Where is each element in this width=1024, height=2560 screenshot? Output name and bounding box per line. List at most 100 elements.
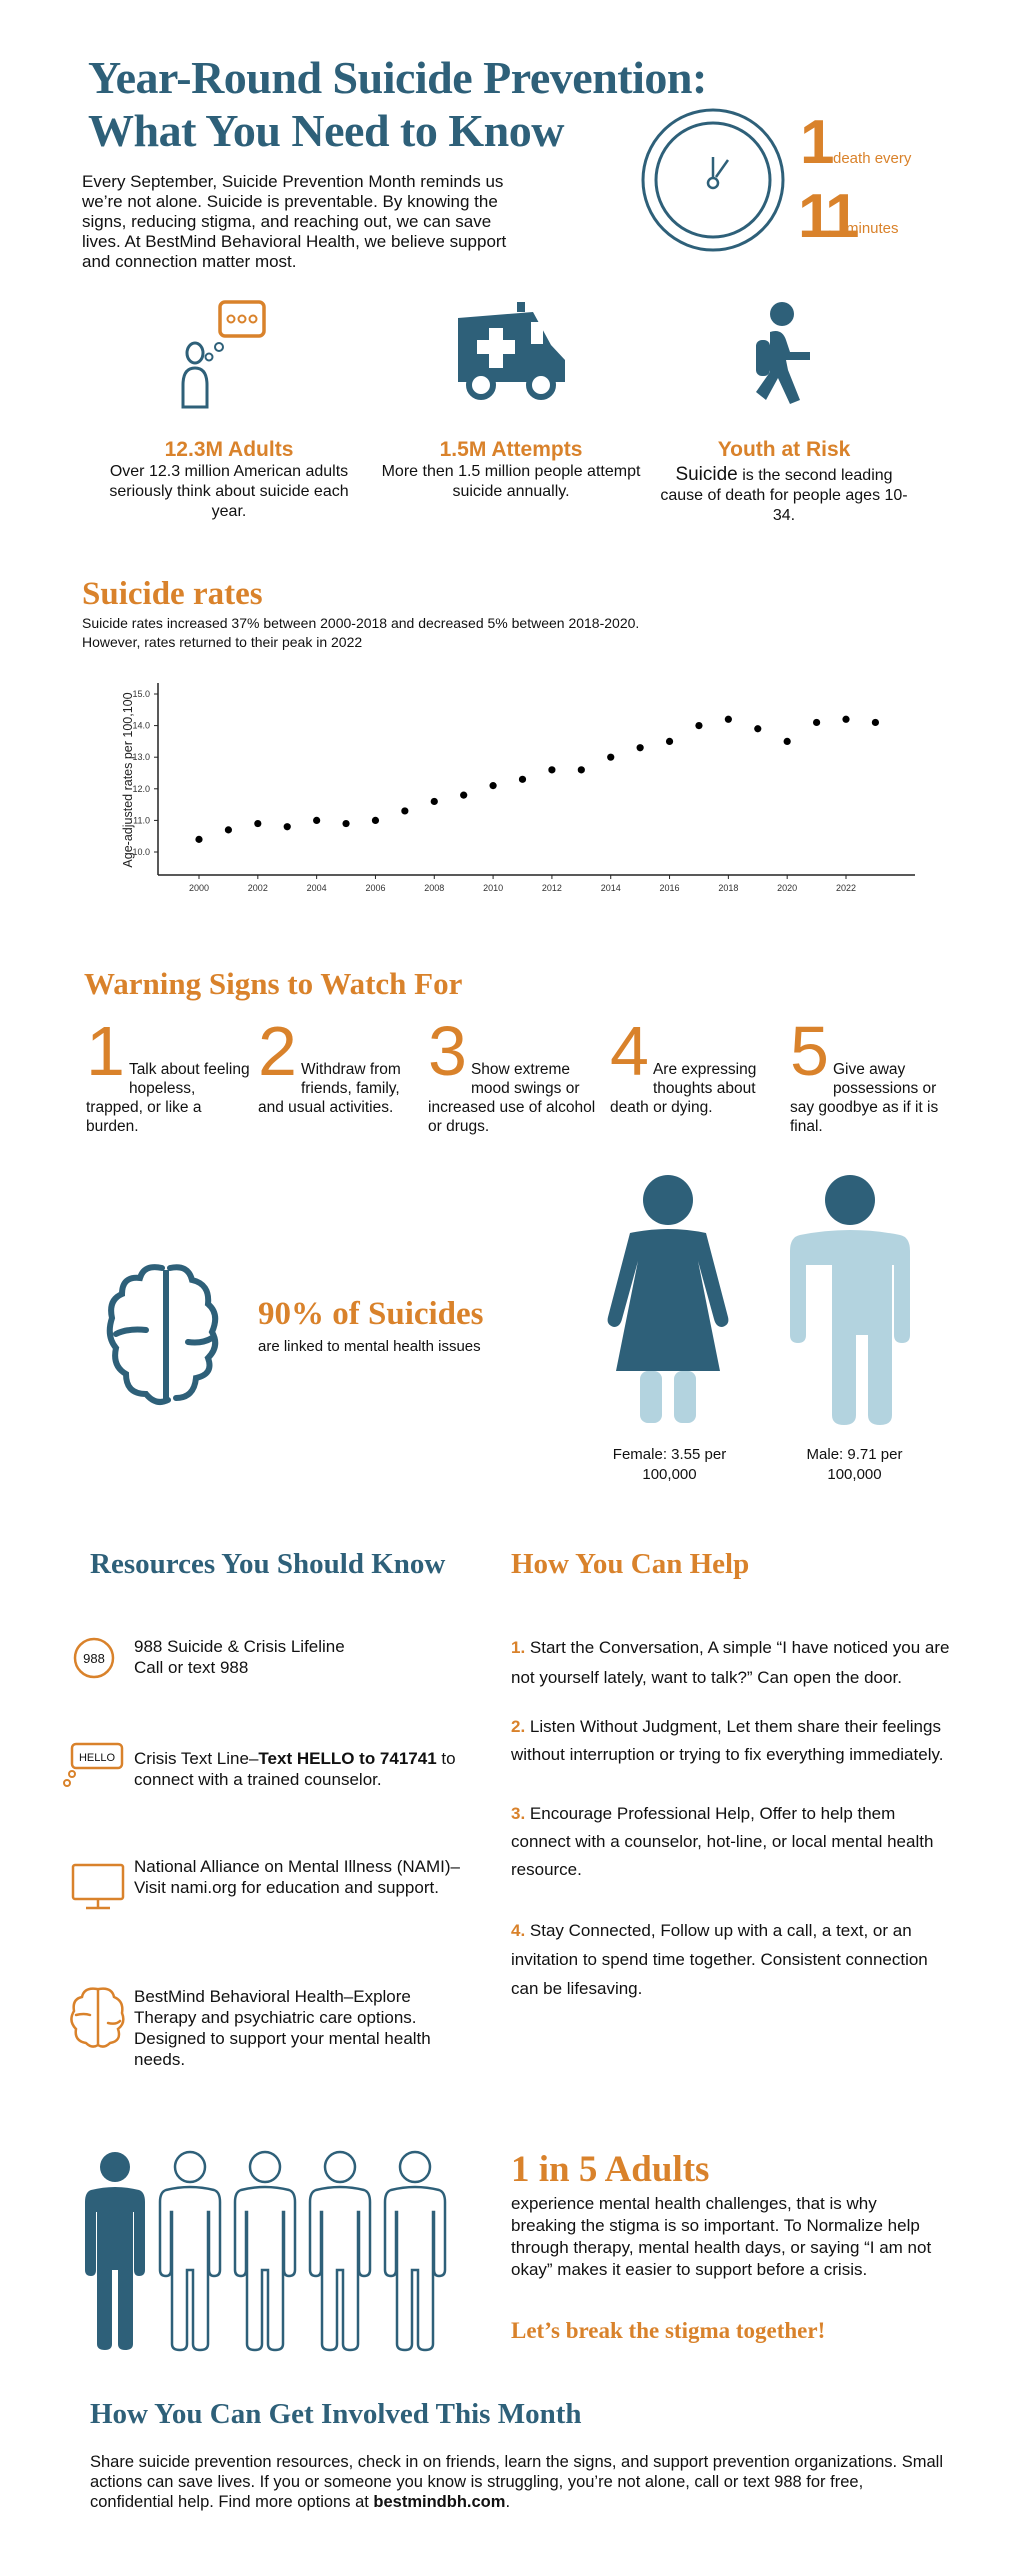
resource-crisis-text-line[interactable]: Crisis Text Line–Text HELLO to 741741 to… bbox=[134, 1748, 474, 1790]
data-point-2005 bbox=[342, 819, 350, 828]
stat-title: 12.3M Adults bbox=[164, 438, 294, 461]
resources-heading: Resources You Should Know bbox=[90, 1548, 446, 1580]
resource-nami[interactable]: National Alliance on Mental Illness (NAM… bbox=[134, 1857, 460, 1897]
y-tick-label: 12.0 bbox=[132, 784, 150, 794]
brain-icon bbox=[106, 1264, 219, 1405]
resource-text: to connect with a trained counselor. bbox=[134, 1749, 456, 1789]
help-item-number: 1. bbox=[511, 1638, 526, 1657]
monitor-icon bbox=[71, 1863, 125, 1910]
resource-988[interactable]: 988 Suicide & Crisis Lifeline Call or te… bbox=[134, 1636, 474, 1678]
help-item: 4. Stay Connected, Follow up with a call… bbox=[511, 1916, 951, 2003]
help-heading: How You Can Help bbox=[511, 1548, 750, 1580]
data-point-2000 bbox=[195, 835, 203, 843]
help-item: 2. Listen Without Judgment, Let them sha… bbox=[511, 1713, 951, 1769]
x-tick-label: 2000 bbox=[189, 883, 209, 893]
ambulance-icon bbox=[458, 302, 565, 400]
x-tick-label: 2018 bbox=[718, 883, 738, 893]
walking-youth-icon bbox=[756, 302, 810, 404]
warning-number: 5 bbox=[790, 1012, 829, 1090]
person-outline-icon bbox=[158, 2150, 222, 2352]
help-item: 3. Encourage Professional Help, Offer to… bbox=[511, 1800, 951, 1884]
help-item-text: Encourage Professional Help, Offer to he… bbox=[511, 1804, 934, 1879]
warning-text: Give away possessions or say goodbye as … bbox=[790, 1061, 939, 1135]
involved-heading: How You Can Get Involved This Month bbox=[90, 2398, 582, 2430]
help-item: 1. Start the Conversation, A simple “I h… bbox=[511, 1633, 951, 1693]
website-link[interactable]: bestmindbh.com bbox=[373, 2493, 506, 2511]
warning-number: 4 bbox=[610, 1012, 649, 1090]
y-tick-label: 13.0 bbox=[132, 752, 150, 762]
data-point-2017 bbox=[695, 722, 703, 730]
stat-text: Suicide is the second leading cause of d… bbox=[654, 465, 914, 526]
x-tick-label: 2008 bbox=[424, 883, 444, 893]
data-point-2007 bbox=[401, 807, 409, 815]
involved-end: . bbox=[505, 2493, 511, 2511]
data-point-2020 bbox=[783, 737, 791, 745]
rates-heading: Suicide rates bbox=[82, 576, 263, 612]
warning-number: 2 bbox=[258, 1012, 297, 1090]
warning-sign-1: 1 Talk about feeling hopeless, trapped, o… bbox=[86, 1012, 256, 1136]
warning-text: Withdraw from friends, family, and usual… bbox=[258, 1061, 401, 1116]
warning-text: Are expressing thoughts about death or d… bbox=[610, 1061, 757, 1116]
data-point-2022 bbox=[842, 715, 850, 723]
mental-heading: 90% of Suicides bbox=[258, 1296, 484, 1332]
rates-description: Suicide rates increased 37% between 2000… bbox=[82, 614, 639, 652]
data-point-2010 bbox=[489, 782, 497, 790]
x-tick-label: 2006 bbox=[365, 883, 385, 893]
data-point-2008 bbox=[430, 797, 438, 806]
data-point-2018 bbox=[724, 715, 732, 723]
resource-bestmind[interactable]: BestMind Behavioral Health–Explore Thera… bbox=[134, 1987, 431, 2069]
help-item-number: 2. bbox=[511, 1717, 526, 1736]
gender-figures bbox=[607, 1175, 910, 1425]
stat-title: Youth at Risk bbox=[717, 438, 851, 461]
resource-988-line2: Call or text 988 bbox=[134, 1658, 249, 1677]
x-tick-label: 2014 bbox=[601, 883, 621, 893]
y-tick-label: 14.0 bbox=[132, 721, 150, 731]
stat-youth: Youth at Risk Suicide is the second lead… bbox=[654, 438, 914, 526]
intro-paragraph: Every September, Suicide Prevention Mont… bbox=[82, 172, 507, 271]
male-rate: Male: 9.71 per 100,000 bbox=[806, 1446, 903, 1483]
involved-body: Share suicide prevention resources, chec… bbox=[90, 2453, 943, 2511]
resource-text-bold: Text HELLO to 741741 bbox=[258, 1749, 437, 1768]
person-filled-icon bbox=[85, 2152, 145, 2350]
data-point-2002 bbox=[254, 819, 262, 828]
help-item-text: Start the Conversation, A simple “I have… bbox=[511, 1638, 950, 1687]
page-title-line1: Year-Round Suicide Prevention: bbox=[88, 52, 707, 103]
data-point-2012 bbox=[548, 766, 556, 774]
warning-sign-4: 4 Are expressing thoughts about death or … bbox=[610, 1012, 780, 1117]
warning-number: 3 bbox=[428, 1012, 467, 1090]
data-point-2021 bbox=[812, 718, 821, 727]
data-point-2003 bbox=[283, 823, 291, 831]
y-tick-label: 11.0 bbox=[133, 815, 150, 825]
stat-text: More then 1.5 million people attempt sui… bbox=[381, 463, 641, 500]
stat-text-strong: Suicide bbox=[675, 464, 738, 485]
clock-label-2: minutes bbox=[846, 220, 899, 237]
help-item-number: 3. bbox=[511, 1804, 526, 1823]
one-in-five-figures bbox=[85, 2150, 447, 2352]
warning-text: Talk about feeling hopeless, trapped, or… bbox=[86, 1061, 250, 1135]
person-thinking-icon bbox=[181, 300, 266, 409]
stat-adults: 12.3M Adults Over 12.3 million American … bbox=[99, 438, 359, 522]
hello-badge-text: HELLO bbox=[79, 1752, 116, 1764]
x-tick-label: 2022 bbox=[836, 883, 856, 893]
988-badge-text: 988 bbox=[83, 1651, 105, 1666]
stigma-cta: Let’s break the stigma together! bbox=[511, 2318, 826, 2343]
help-item-text: Stay Connected, Follow up with a call, a… bbox=[511, 1921, 928, 1998]
chart-points bbox=[195, 715, 880, 843]
clock-number-1: 1 bbox=[800, 108, 835, 177]
data-point-2015 bbox=[636, 744, 644, 752]
resource-text: Crisis Text Line– bbox=[134, 1749, 259, 1768]
data-point-2004 bbox=[313, 816, 321, 824]
clock-icon bbox=[641, 108, 785, 252]
rates-line1: Suicide rates increased 37% between 2000… bbox=[82, 615, 640, 631]
y-tick-label: 10.0 bbox=[132, 847, 150, 857]
resource-988-line1: 988 Suicide & Crisis Lifeline bbox=[134, 1637, 345, 1656]
warning-sign-2: 2 Withdraw from friends, family, and usua… bbox=[258, 1012, 428, 1117]
warning-text: Show extreme mood swings or increased us… bbox=[428, 1061, 596, 1135]
y-axis-label: Age-adjusted rates per 100,100 bbox=[121, 692, 135, 867]
warning-sign-5: 5 Give away possessions or say goodbye as… bbox=[790, 1012, 960, 1136]
x-tick-label: 2002 bbox=[248, 883, 268, 893]
data-point-2001 bbox=[224, 826, 233, 834]
page-title-line2: What You Need to Know bbox=[88, 105, 564, 156]
data-point-2006 bbox=[371, 816, 380, 824]
warning-number: 1 bbox=[86, 1012, 125, 1090]
